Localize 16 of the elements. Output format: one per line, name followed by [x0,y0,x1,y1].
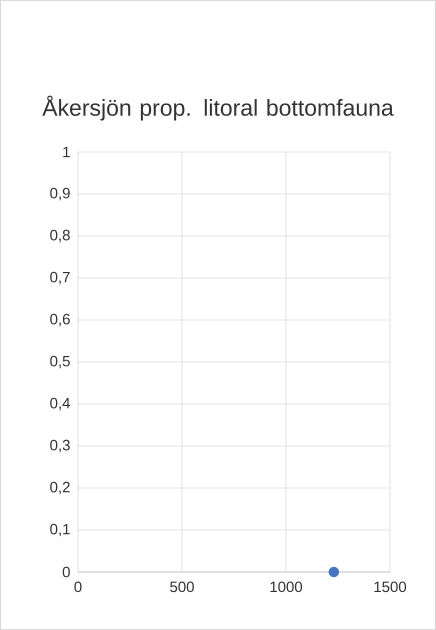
y-tick-label: 0,4 [50,398,70,410]
y-tick-label: 0,8 [50,230,70,242]
y-tick-label: 0 [62,566,70,578]
x-tick-label: 0 [74,582,82,592]
y-tick-label: 0,3 [50,440,70,452]
chart-title: Åkersjön prop. litoral bottomfauna [42,96,394,120]
x-tick-label: 1500 [374,582,406,592]
y-tick-label: 0,5 [50,356,70,368]
y-tick-label: 0,6 [50,314,70,326]
x-tick-label: 500 [170,582,194,592]
y-tick-label: 0,1 [50,524,70,536]
y-tick-label: 0,2 [50,482,70,494]
x-tick-label: 1000 [270,582,302,592]
y-tick-label: 1 [63,146,70,158]
y-tick-label: 0,9 [50,188,70,200]
y-tick-label: 0,7 [50,272,70,284]
